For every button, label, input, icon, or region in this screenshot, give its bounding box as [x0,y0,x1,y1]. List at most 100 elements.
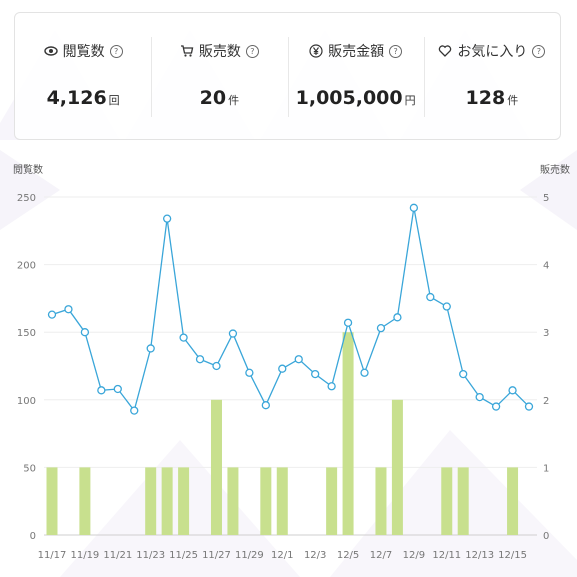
stat-views-value: 4,126 [46,87,107,109]
sales-bar [227,467,239,535]
sales-bar [161,467,173,535]
views-point [459,369,468,379]
x-tick-label: 11/27 [202,550,231,561]
x-tick-label: 12/9 [403,550,425,561]
x-tick-label: 11/23 [136,550,165,561]
yen-icon [309,44,323,58]
stat-sales-unit: 件 [228,94,240,107]
views-point [426,292,435,302]
views-point [162,214,172,223]
x-tick-label: 11/17 [38,550,67,561]
views-line [47,203,534,415]
sales-bar [441,467,453,535]
views-point [294,355,303,364]
x-tick-label: 12/5 [337,550,359,561]
views-point [261,401,270,410]
left-tick-label: 100 [17,396,36,407]
views-point [278,364,287,373]
stat-favorites-label: お気に入り [457,44,528,60]
views-point [130,406,139,415]
cart-icon [180,45,194,57]
x-axis: 11/17 11/19 11/21 11/23 11/25 11/27 11/29 12/1 1… [38,550,527,561]
sales-bar [326,467,338,535]
stat-favorites-unit: 件 [507,94,519,107]
sales-bar [210,399,222,535]
views-point [179,333,188,342]
right-tick-label: 1 [543,463,549,474]
views-point [113,384,122,394]
help-icon[interactable]: ? [109,44,123,58]
views-point [442,302,451,311]
x-tick-label: 11/19 [70,550,99,561]
help-icon[interactable]: ? [532,44,546,58]
eye-icon [43,46,58,56]
views-point [64,305,73,314]
left-tick-label: 150 [17,328,36,339]
sales-bar [375,467,387,535]
views-point [491,402,501,411]
stat-favorites-value: 128 [465,87,506,109]
stat-revenue-label: 販売金額 [328,44,385,60]
stat-views: 閲覧数 ? 4,126 回 [15,13,151,139]
left-tick-label: 200 [17,261,36,272]
right-tick-label: 5 [543,193,549,204]
stats-summary-card: 閲覧数 ? 4,126 回 販売数 ? 20 件 販売 [14,12,561,140]
sales-bar [46,467,58,535]
left-tick-label: 50 [23,463,36,474]
stat-revenue-unit: 円 [404,94,416,107]
x-tick-label: 12/1 [271,550,293,561]
x-tick-label: 11/21 [103,550,132,561]
stat-favorites: お気に入り ? 128 件 [423,13,560,139]
stat-sales-value: 20 [199,87,227,109]
views-point [212,361,221,371]
views-point [228,329,238,338]
sales-bar [342,332,354,535]
x-tick-label: 11/25 [169,550,198,561]
stat-sales: 販売数 ? 20 件 [151,13,287,139]
x-tick-label: 12/13 [465,550,494,561]
stat-views-unit: 回 [108,94,120,107]
left-tick-label: 250 [17,193,36,204]
views-point [409,203,419,212]
views-point [97,386,106,395]
views-point [146,344,155,353]
views-point [343,318,353,327]
right-axis: 0 1 2 3 4 5 [543,193,549,542]
views-point [47,310,57,319]
views-point [508,386,517,395]
x-tick-label: 11/29 [235,550,264,561]
right-axis-title: 販売数 [540,163,570,176]
left-axis: 0 50 100 150 200 250 [17,193,36,542]
views-line-path [51,207,530,413]
right-tick-label: 4 [543,261,549,272]
views-point [360,368,369,377]
views-sales-chart: 閲覧数 販売数 0 50 100 150 200 250 0 1 2 3 4 5 11/17 11/1… [13,163,570,561]
x-tick-label: 12/7 [370,550,392,561]
x-tick-label: 12/11 [432,550,461,561]
left-tick-label: 0 [30,531,36,542]
views-point [311,369,320,379]
sales-bar [391,399,403,535]
views-point [80,328,90,337]
sales-bar [457,467,469,535]
sales-bar [507,467,519,535]
views-point [376,323,386,333]
views-point [475,392,484,402]
sales-bar [178,467,190,535]
sales-bar [276,467,288,535]
stat-revenue-value: 1,005,000 [295,87,403,109]
sales-bar [79,467,91,535]
heart-icon [439,45,452,57]
help-icon[interactable]: ? [389,44,403,58]
views-point [524,402,534,411]
views-point [327,382,336,391]
x-tick-label: 12/15 [498,550,527,561]
sales-bar [260,467,272,535]
views-point [195,355,205,364]
x-tick-label: 12/3 [304,550,326,561]
right-tick-label: 2 [543,396,549,407]
views-point [245,368,254,377]
left-axis-title: 閲覧数 [13,163,43,176]
stat-views-label: 閲覧数 [62,44,105,60]
help-icon[interactable]: ? [245,44,259,58]
